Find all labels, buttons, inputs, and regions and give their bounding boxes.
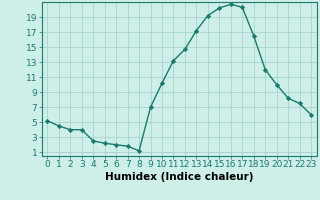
X-axis label: Humidex (Indice chaleur): Humidex (Indice chaleur) (105, 172, 253, 182)
